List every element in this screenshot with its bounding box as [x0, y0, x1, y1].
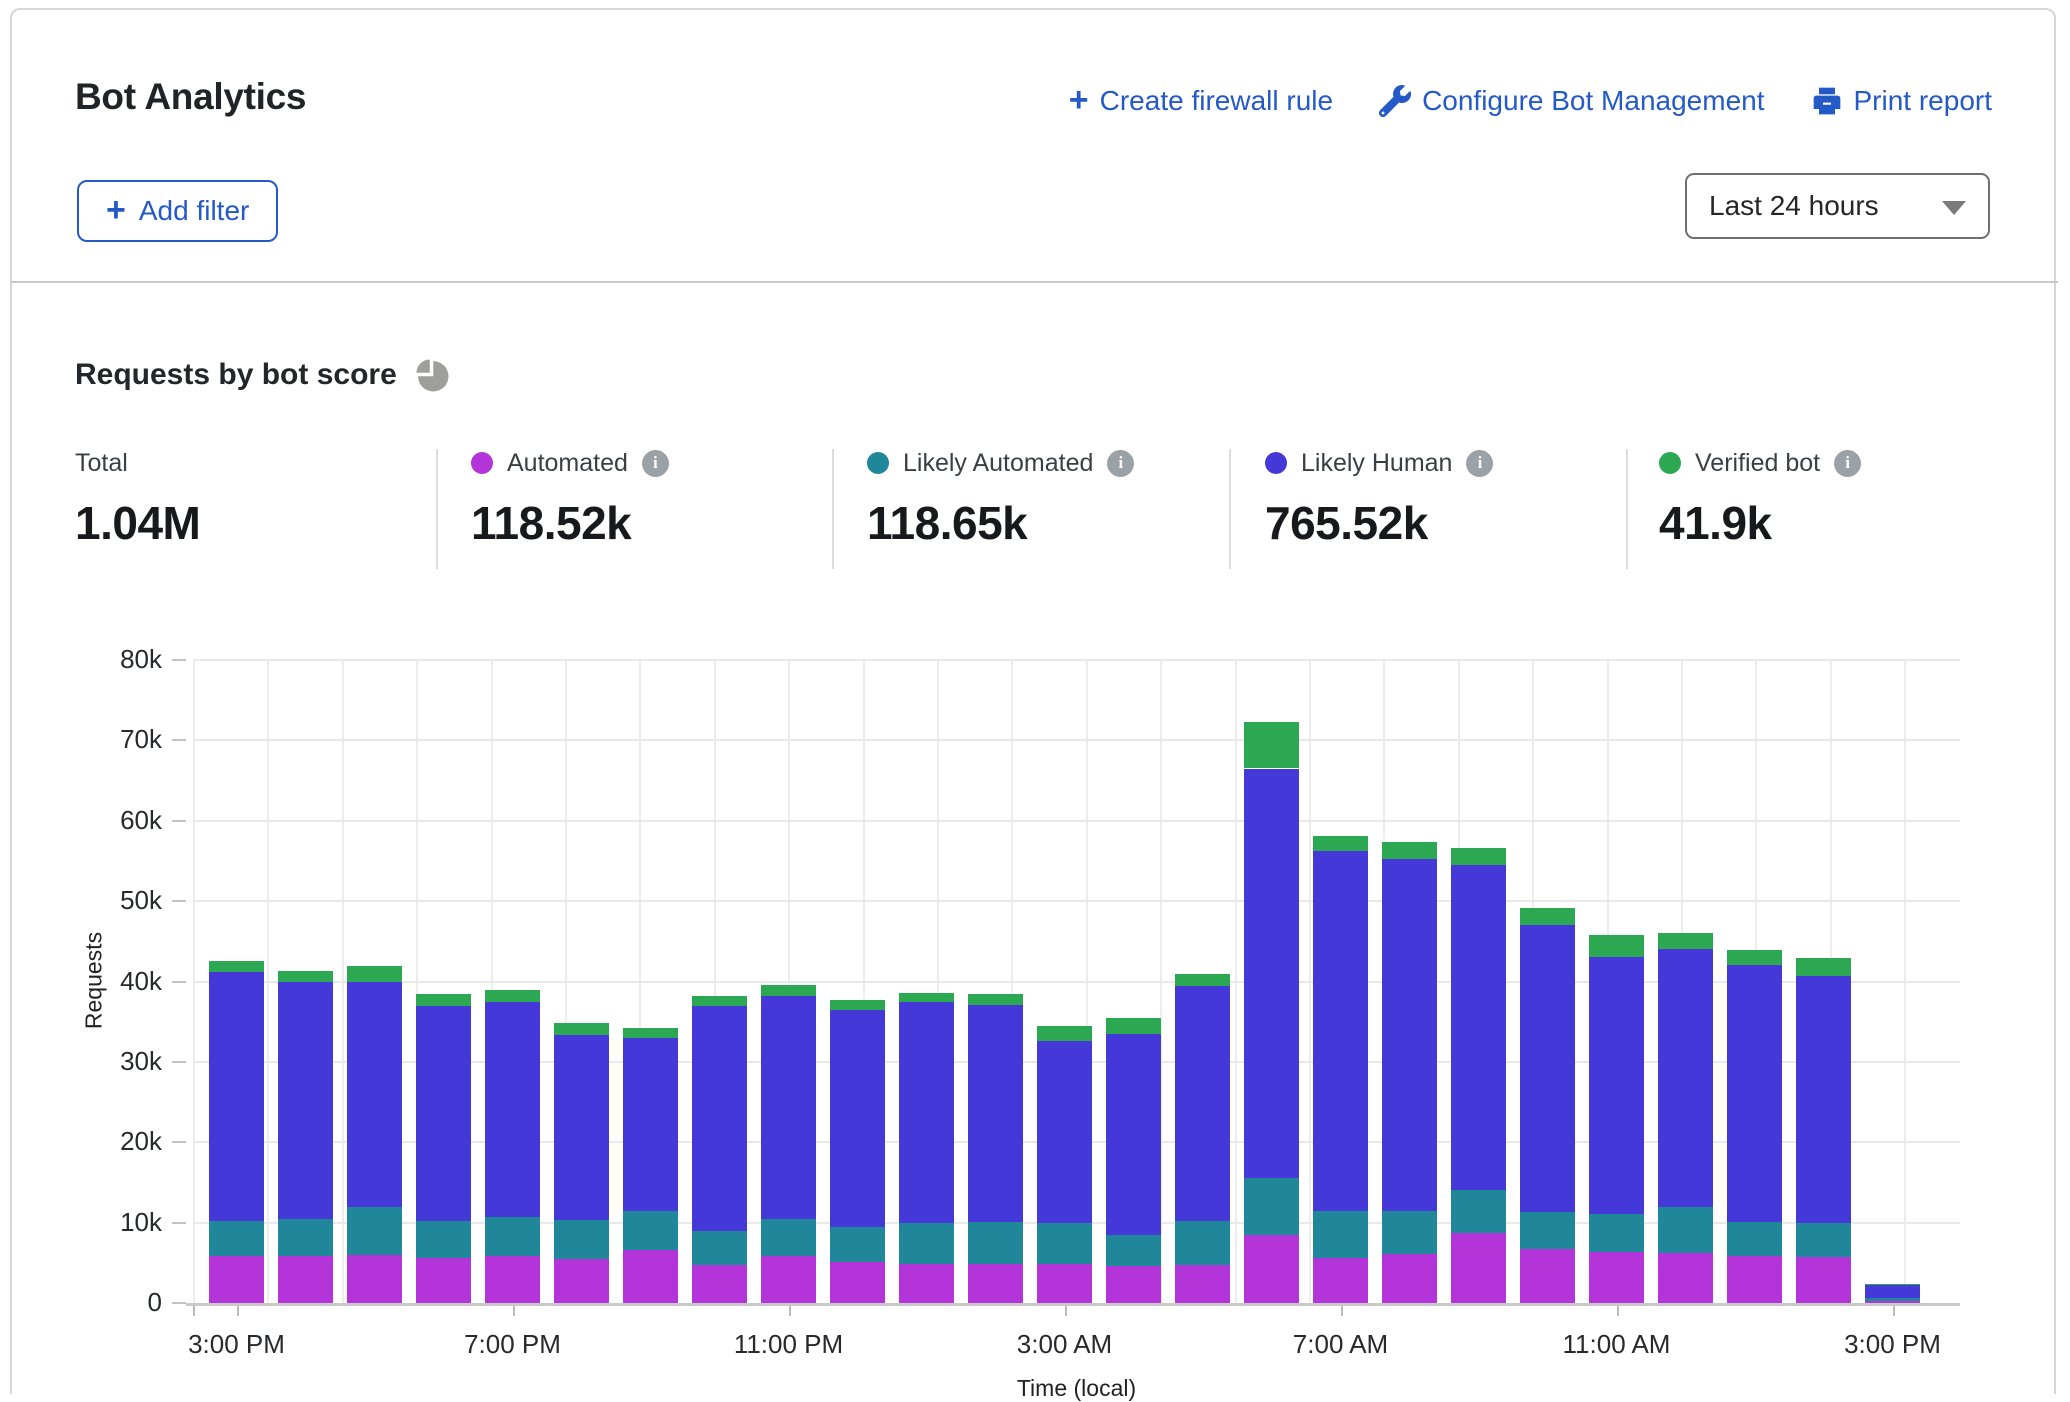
time-range-select[interactable]: Last 24 hours — [1685, 173, 1990, 239]
header-divider — [11, 281, 2058, 283]
verified-bot-legend-dot — [1659, 452, 1681, 474]
stat-verified-bot-value: 41.9k — [1659, 496, 1861, 550]
stat-likely-automated-value: 118.65k — [867, 496, 1134, 550]
print-report-label: Print report — [1854, 85, 1993, 117]
info-icon[interactable]: i — [1834, 450, 1861, 477]
configure-bot-management-link[interactable]: Configure Bot Management — [1379, 85, 1764, 117]
printer-icon — [1811, 85, 1843, 117]
stat-total-label: Total — [75, 449, 128, 478]
add-filter-label: Add filter — [139, 195, 250, 227]
stat-likely-human: Likely Human i 765.52k — [1265, 446, 1493, 550]
print-report-link[interactable]: Print report — [1811, 85, 1993, 117]
plus-icon: + — [1069, 83, 1089, 117]
stat-divider — [436, 449, 438, 569]
stat-automated-value: 118.52k — [471, 496, 669, 550]
stat-verified-bot-label: Verified bot — [1695, 449, 1820, 478]
plus-icon: + — [106, 193, 126, 227]
chevron-down-icon — [1942, 201, 1966, 215]
stat-total: Total 1.04M — [75, 446, 200, 550]
section-title: Requests by bot score — [75, 358, 397, 392]
create-firewall-rule-label: Create firewall rule — [1100, 85, 1333, 117]
stat-automated: Automated i 118.52k — [471, 446, 669, 550]
add-filter-button[interactable]: + Add filter — [77, 180, 278, 242]
page-title: Bot Analytics — [75, 76, 306, 118]
wrench-icon — [1379, 85, 1411, 117]
stat-divider — [1229, 449, 1231, 569]
stat-likely-automated-label: Likely Automated — [903, 449, 1093, 478]
stats-row: Total 1.04M Automated i 118.52k Likely A… — [0, 446, 2070, 576]
stat-divider — [832, 449, 834, 569]
time-range-value: Last 24 hours — [1709, 190, 1879, 222]
stat-automated-label: Automated — [507, 449, 628, 478]
stat-divider — [1626, 449, 1628, 569]
header-actions: + Create firewall rule Configure Bot Man… — [1069, 84, 1992, 118]
info-icon[interactable]: i — [1107, 450, 1134, 477]
info-icon[interactable]: i — [1466, 450, 1493, 477]
stat-verified-bot: Verified bot i 41.9k — [1659, 446, 1861, 550]
stat-likely-human-label: Likely Human — [1301, 449, 1452, 478]
automated-legend-dot — [471, 452, 493, 474]
stat-total-value: 1.04M — [75, 496, 200, 550]
info-icon[interactable]: i — [642, 450, 669, 477]
stat-likely-automated: Likely Automated i 118.65k — [867, 446, 1134, 550]
likely-automated-legend-dot — [867, 452, 889, 474]
stat-likely-human-value: 765.52k — [1265, 496, 1493, 550]
configure-bot-management-label: Configure Bot Management — [1422, 85, 1764, 117]
pie-chart-icon — [413, 356, 451, 394]
create-firewall-rule-link[interactable]: + Create firewall rule — [1069, 84, 1333, 118]
likely-human-legend-dot — [1265, 452, 1287, 474]
